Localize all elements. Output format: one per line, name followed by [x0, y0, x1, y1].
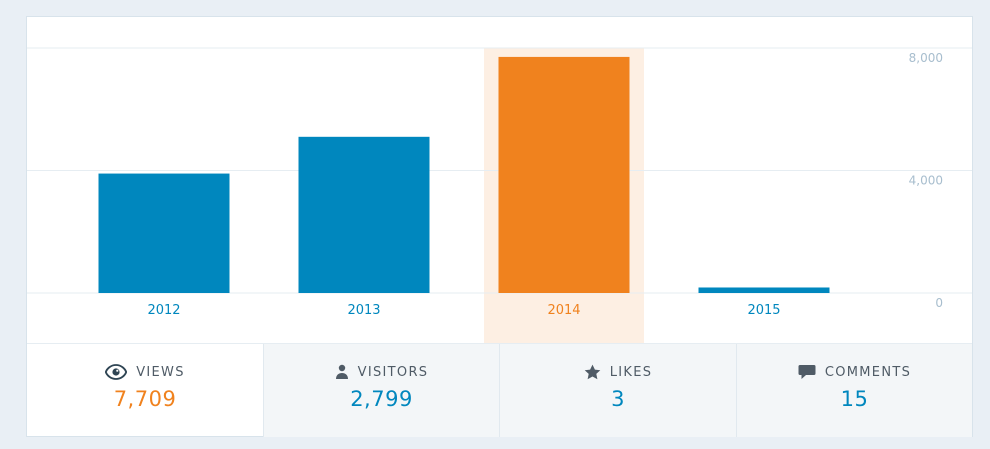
y-tick-label: 0	[935, 296, 943, 310]
tab-visitors-value: 2,799	[350, 387, 413, 411]
tab-views-value: 7,709	[113, 387, 177, 411]
star-icon	[584, 364, 601, 380]
stats-card: 2012 2013 2014 2015 0 4,000 8,000 Views 7,709	[27, 17, 972, 437]
bar-2014[interactable]	[498, 56, 630, 293]
comment-icon	[798, 364, 816, 380]
tab-likes-label-row: Likes	[500, 362, 736, 382]
y-tick-label: 8,000	[909, 51, 943, 65]
tab-visitors[interactable]: Visitors 2,799	[263, 344, 499, 437]
tab-comments-value: 15	[840, 387, 869, 411]
tab-likes[interactable]: Likes 3	[499, 344, 736, 437]
tab-views[interactable]: Views 7,709	[27, 344, 263, 437]
tab-visitors-label-row: Visitors	[264, 362, 499, 382]
bar-2012[interactable]	[98, 173, 230, 293]
bar-2013[interactable]	[298, 136, 430, 293]
person-icon	[335, 364, 349, 380]
views-bar-chart: 2012 2013 2014 2015 0 4,000 8,000	[27, 17, 972, 343]
x-tick-label: 2015	[747, 303, 780, 318]
x-tick-label: 2014	[547, 303, 580, 318]
chart-canvas: 2012 2013 2014 2015 0 4,000 8,000	[27, 47, 972, 343]
stats-tabs: Views 7,709 Visitors 2,799	[27, 343, 972, 437]
tab-visitors-label: Visitors	[357, 364, 429, 380]
tab-views-label-row: Views	[27, 362, 263, 382]
tab-comments-label-row: Comments	[737, 362, 972, 382]
eye-icon	[105, 364, 128, 380]
tab-likes-value: 3	[611, 387, 625, 411]
y-tick-label: 4,000	[909, 174, 943, 188]
tab-views-label: Views	[136, 364, 185, 380]
tab-likes-label: Likes	[609, 364, 653, 380]
tab-comments[interactable]: Comments 15	[736, 344, 972, 437]
x-tick-label: 2013	[347, 303, 380, 318]
tab-comments-label: Comments	[824, 364, 912, 380]
bar-2015[interactable]	[698, 287, 830, 293]
x-tick-label: 2012	[147, 303, 180, 318]
